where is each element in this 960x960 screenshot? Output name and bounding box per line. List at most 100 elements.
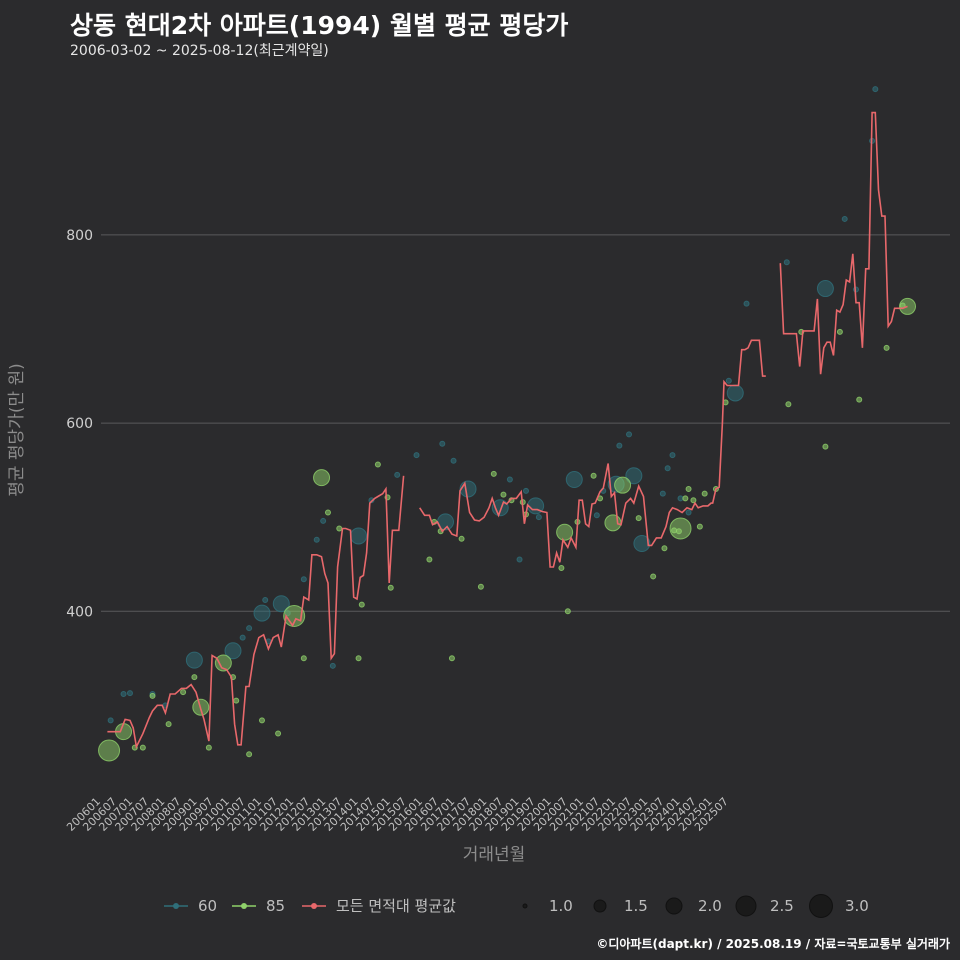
- scatter-point-85: [258, 717, 265, 724]
- scatter-point-60: [107, 717, 114, 724]
- chart-subtitle: 2006-03-02 ~ 2025-08-12(최근계약일): [70, 43, 329, 59]
- scatter-point-60: [816, 280, 834, 298]
- scatter-point-60: [394, 471, 401, 478]
- scatter-point-60: [459, 480, 477, 498]
- scatter-point-85: [669, 517, 692, 540]
- chart-title: 상동 현대2차 아파트(1994) 월별 평균 평당가: [70, 11, 569, 40]
- scatter-point-85: [233, 697, 240, 704]
- scatter-point-60: [253, 604, 271, 622]
- scatter-point-60: [677, 495, 684, 502]
- scatter-point-85: [139, 744, 146, 751]
- scatter-point-60: [625, 467, 643, 485]
- scatter-point-85: [214, 654, 232, 672]
- legend-label: 모든 면적대 평균값: [336, 897, 456, 915]
- size-legend-circle: [735, 895, 757, 917]
- scatter-point-60: [633, 535, 651, 553]
- scatter-point-60: [300, 576, 307, 583]
- scatter-point-85: [590, 472, 597, 479]
- scatter-point-60: [616, 442, 623, 449]
- size-legend-label: 1.0: [549, 897, 573, 915]
- average-price-line: [107, 111, 908, 750]
- scatter-point-85: [785, 401, 792, 408]
- scatter-points: [98, 86, 917, 762]
- scatter-point-60: [516, 556, 523, 563]
- scatter-point-60: [725, 377, 732, 384]
- scatter-point-60: [506, 476, 513, 483]
- size-legend-circle: [809, 894, 833, 918]
- scatter-point-60: [659, 490, 666, 497]
- scatter-point-60: [743, 300, 750, 307]
- legend-dot-모든 면적대 평균값: [311, 903, 317, 909]
- scatter-point-85: [690, 497, 697, 504]
- scatter-point-60: [246, 625, 253, 632]
- scatter-point-60: [329, 662, 336, 669]
- x-axis-title: 거래년월: [463, 845, 526, 865]
- scatter-point-85: [165, 721, 172, 728]
- scatter-point-85: [604, 514, 622, 532]
- scatter-point-60: [262, 596, 269, 603]
- scatter-point-85: [477, 583, 484, 590]
- scatter-point-85: [98, 739, 121, 762]
- scatter-point-85: [149, 692, 156, 699]
- scatter-point-85: [324, 509, 331, 516]
- scatter-point-85: [558, 564, 565, 571]
- legend-label: 60: [198, 897, 217, 915]
- scatter-point-85: [426, 556, 433, 563]
- size-legend-circle: [665, 897, 683, 915]
- scatter-point-85: [336, 525, 343, 532]
- size-legend-label: 2.5: [770, 897, 794, 915]
- size-legend-label: 1.5: [624, 897, 648, 915]
- y-tick-label: 800: [66, 228, 93, 244]
- scatter-point-85: [191, 674, 198, 681]
- scatter-point-60: [669, 452, 676, 459]
- scatter-point-60: [626, 431, 633, 438]
- scatter-point-60: [224, 642, 242, 660]
- y-tick-label: 600: [66, 416, 93, 432]
- scatter-point-60: [522, 487, 529, 494]
- scatter-point-60: [368, 497, 375, 504]
- scatter-point-85: [661, 545, 668, 552]
- grid-lines: [101, 234, 950, 612]
- scatter-point-85: [856, 396, 863, 403]
- scatter-point-60: [439, 440, 446, 447]
- scatter-point-85: [205, 744, 212, 751]
- scatter-point-60: [535, 514, 542, 521]
- scatter-point-60: [664, 465, 671, 472]
- y-tick-label: 400: [66, 604, 93, 620]
- scatter-point-85: [490, 470, 497, 477]
- scatter-point-85: [685, 485, 692, 492]
- scatter-point-85: [696, 523, 703, 530]
- scatter-point-85: [313, 469, 331, 487]
- scatter-point-85: [355, 655, 362, 662]
- scatter-point-60: [872, 86, 879, 93]
- scatter-point-60: [726, 384, 744, 402]
- size-legend-label: 3.0: [845, 897, 869, 915]
- y-axis-title: 평균 평당가(만 원): [7, 363, 27, 497]
- scatter-point-85: [300, 655, 307, 662]
- x-axis-ticks: 2006012006072007012007072008012008072009…: [64, 795, 731, 834]
- scatter-point-85: [180, 689, 187, 696]
- scatter-point-85: [822, 443, 829, 450]
- y-axis-ticks: 400 600 800: [66, 228, 93, 620]
- scatter-point-60: [126, 690, 133, 697]
- scatter-point-85: [614, 476, 632, 494]
- scatter-point-85: [650, 573, 657, 580]
- scatter-point-60: [185, 651, 203, 669]
- scatter-point-85: [635, 515, 642, 522]
- scatter-point-85: [500, 491, 507, 498]
- scatter-point-85: [836, 328, 843, 335]
- size-legend-circle: [593, 899, 607, 913]
- scatter-point-85: [883, 344, 890, 351]
- scatter-point-60: [565, 471, 583, 489]
- scatter-point-60: [841, 215, 848, 222]
- scatter-point-85: [564, 608, 571, 615]
- scatter-point-85: [246, 751, 253, 758]
- scatter-point-85: [701, 490, 708, 497]
- legend-label: 85: [266, 897, 285, 915]
- scatter-point-85: [448, 655, 455, 662]
- scatter-point-85: [374, 461, 381, 468]
- scatter-point-60: [413, 452, 420, 459]
- scatter-point-60: [239, 634, 246, 641]
- scatter-point-60: [783, 259, 790, 266]
